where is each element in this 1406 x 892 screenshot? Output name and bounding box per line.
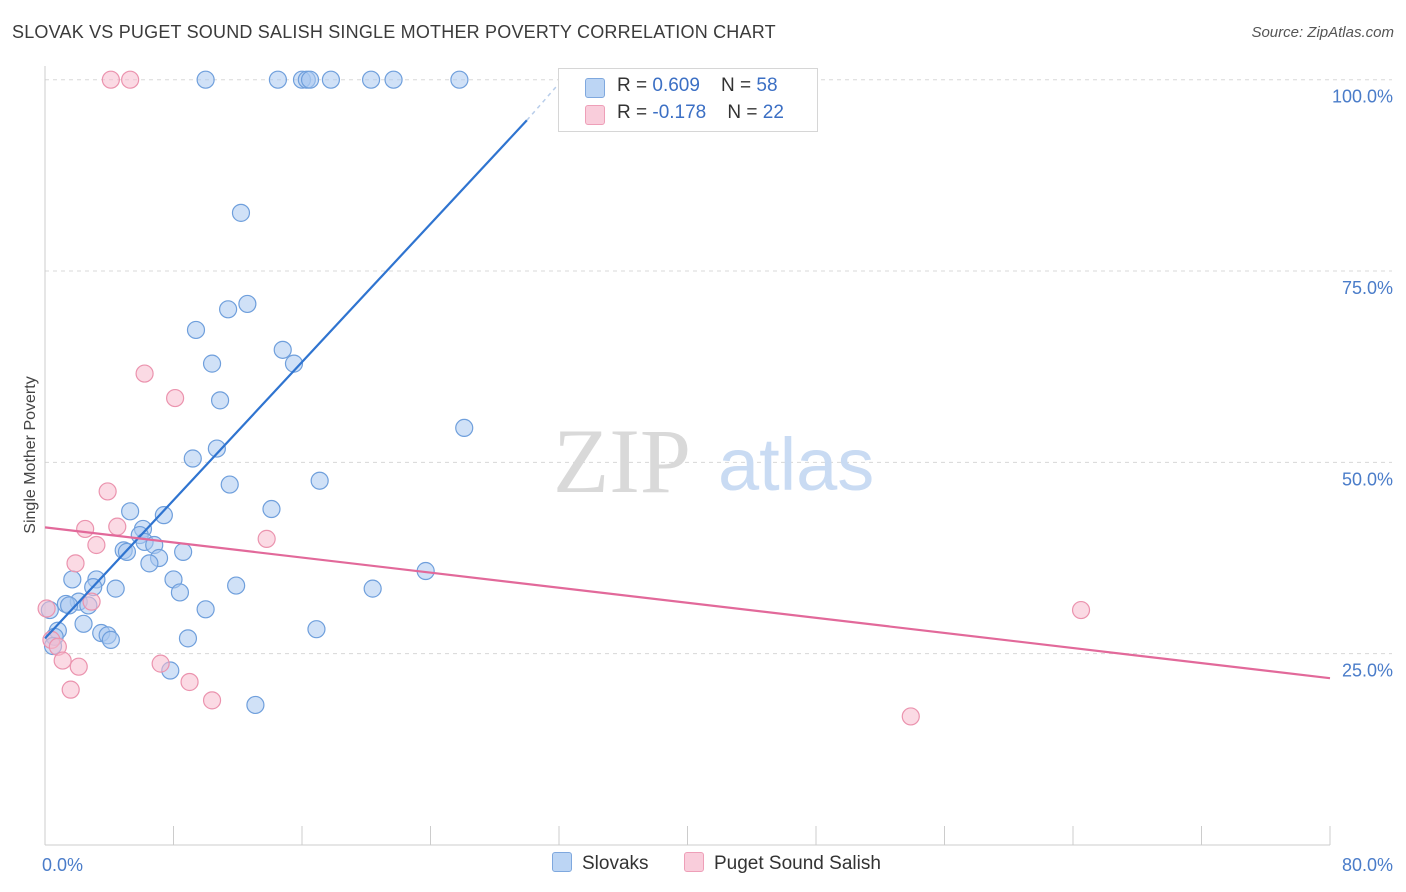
data-point-slovaks — [170, 583, 190, 602]
data-point-salish — [202, 691, 222, 710]
data-point-salish — [69, 657, 88, 676]
data-point-slovaks — [238, 294, 257, 314]
legend-n-value: 58 — [756, 75, 778, 96]
data-point-slovaks — [210, 391, 230, 410]
data-point-salish — [1071, 600, 1091, 620]
tick-labels: 25.0% 50.0% 75.0% 100.0% 0.0% 80.0% — [42, 87, 1393, 875]
data-points — [37, 70, 1091, 726]
legend-n-label: N = — [727, 102, 763, 123]
x-tick-label: 0.0% — [42, 855, 83, 875]
data-point-slovaks — [321, 70, 341, 89]
watermark-zip: ZIP — [553, 410, 691, 512]
y-tick-label: 75.0% — [1342, 278, 1393, 298]
data-point-slovaks — [196, 600, 215, 619]
data-point-slovaks — [74, 614, 93, 633]
data-point-salish — [135, 364, 154, 383]
data-point-slovaks — [246, 695, 265, 715]
data-point-slovaks — [361, 70, 381, 89]
legend: R = 0.609 N = 58 R = -0.178 N = 22 — [558, 68, 818, 132]
legend-r-label: R = — [617, 75, 653, 96]
bottom-legend-slovaks: Slovaks — [552, 852, 649, 875]
data-point-slovaks — [106, 579, 125, 598]
y-tick-label: 25.0% — [1342, 661, 1393, 681]
data-point-slovaks — [262, 499, 281, 519]
data-point-slovaks — [450, 70, 469, 89]
y-axis-label: Single Mother Poverty — [22, 376, 39, 533]
data-point-salish — [37, 599, 56, 618]
data-point-salish — [108, 517, 127, 536]
data-point-salish — [257, 529, 276, 548]
data-point-slovaks — [307, 620, 326, 639]
data-point-slovaks — [101, 630, 120, 649]
trend-line-salish — [44, 526, 1331, 680]
data-point-slovaks — [231, 203, 251, 222]
data-point-slovaks — [310, 471, 329, 490]
chart-title: SLOVAK VS PUGET SOUND SALISH SINGLE MOTH… — [12, 22, 776, 42]
legend-r-value: -0.178 — [652, 102, 707, 123]
data-point-salish — [121, 70, 140, 89]
legend-swatch-slovaks — [585, 78, 605, 98]
data-point-slovaks — [196, 70, 215, 89]
data-point-slovaks — [140, 554, 159, 573]
trend-line-slovaks — [44, 119, 528, 640]
data-point-salish — [76, 519, 95, 539]
data-point-slovaks — [455, 418, 474, 438]
watermark: ZIP atlas — [553, 410, 874, 512]
data-point-slovaks — [202, 354, 222, 373]
data-point-salish — [66, 554, 85, 573]
legend-n-label: N = — [721, 75, 757, 96]
y-tick-label: 100.0% — [1332, 87, 1393, 107]
data-point-slovaks — [121, 502, 140, 521]
bottom-legend-label-salish: Puget Sound Salish — [714, 853, 881, 874]
data-point-slovaks — [154, 506, 173, 525]
data-point-salish — [180, 672, 199, 692]
grid-lines — [45, 79, 1392, 655]
data-point-slovaks — [363, 579, 382, 598]
legend-r-value: 0.609 — [652, 75, 700, 96]
data-point-salish — [101, 70, 120, 89]
data-point-salish — [98, 482, 117, 501]
bottom-legend-swatch-salish — [684, 852, 704, 872]
data-point-slovaks — [219, 300, 238, 319]
data-point-salish — [87, 535, 106, 555]
data-point-slovaks — [207, 439, 226, 458]
data-point-slovaks — [220, 475, 239, 494]
y-tick-label: 50.0% — [1342, 469, 1393, 489]
legend-swatch-salish — [585, 105, 605, 125]
data-point-slovaks — [63, 570, 82, 589]
data-point-slovaks — [300, 70, 320, 89]
data-point-slovaks — [174, 542, 193, 561]
data-point-slovaks — [183, 449, 202, 468]
data-point-slovaks — [186, 320, 206, 340]
data-point-slovaks — [384, 70, 403, 89]
bottom-legend-label-slovaks: Slovaks — [582, 853, 649, 874]
trend-lines — [44, 83, 1331, 680]
trend-line-extension — [526, 83, 560, 121]
data-point-salish — [82, 592, 101, 611]
data-point-slovaks — [178, 629, 198, 648]
axes — [44, 66, 1331, 846]
x-tick-label: 80.0% — [1342, 855, 1393, 875]
data-point-salish — [61, 680, 80, 699]
legend-r-label: R = — [617, 102, 653, 123]
data-point-slovaks — [268, 70, 288, 89]
data-point-salish — [166, 388, 185, 408]
data-point-salish — [901, 707, 920, 726]
bottom-legend-swatch-slovaks — [552, 852, 572, 872]
data-point-slovaks — [227, 576, 246, 595]
data-point-slovaks — [273, 340, 292, 359]
source-label: Source: ZipAtlas.com — [1251, 24, 1394, 41]
legend-n-value: 22 — [762, 102, 784, 123]
watermark-atlas: atlas — [718, 423, 874, 506]
bottom-legend-salish: Puget Sound Salish — [684, 852, 881, 875]
data-point-salish — [151, 654, 170, 673]
data-point-salish — [53, 651, 72, 670]
